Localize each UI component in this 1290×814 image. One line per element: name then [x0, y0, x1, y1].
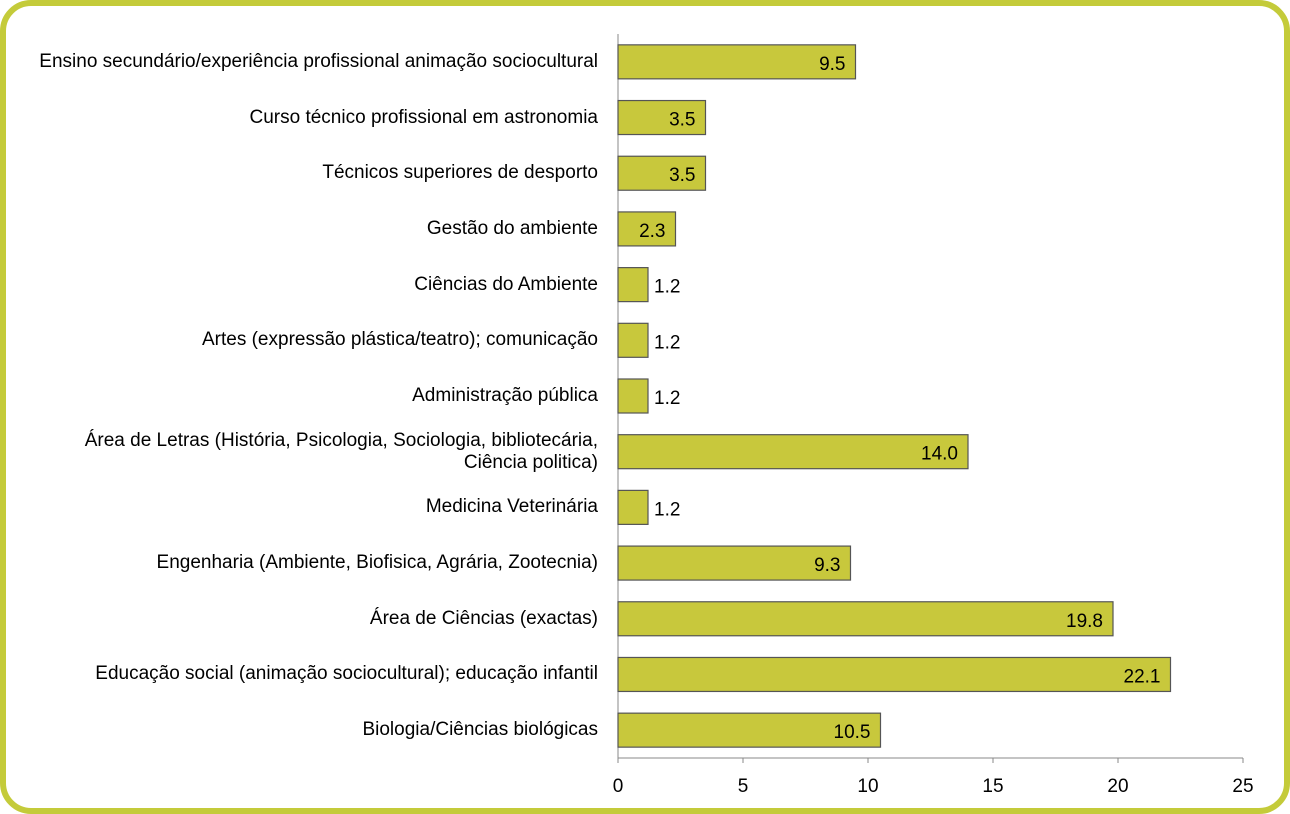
- x-tick-label: 15: [982, 776, 1003, 797]
- data-label: 1.2: [654, 277, 680, 298]
- y-tick-label: Medicina Veterinária: [425, 496, 598, 518]
- data-label: 9.5: [819, 54, 845, 75]
- bar: [617, 155, 707, 191]
- data-label: 10.5: [834, 722, 871, 743]
- y-tick-label: Educação social (animação sociocultural)…: [95, 663, 598, 685]
- bar: [617, 378, 649, 414]
- data-label: 22.1: [1124, 666, 1161, 687]
- bar: [617, 211, 677, 247]
- data-label: 1.2: [654, 332, 680, 353]
- bar: [617, 712, 882, 748]
- y-tick-label: Gestão do ambiente: [426, 217, 598, 239]
- bar: [617, 656, 1172, 693]
- bar: [617, 322, 649, 358]
- x-tick-label: 20: [1107, 776, 1128, 797]
- bar: [617, 44, 857, 80]
- data-label: 2.3: [639, 221, 665, 242]
- y-tick-label: Ensino secundário/experiência profission…: [39, 50, 598, 72]
- y-tick-label: Artes (expressão plástica/teatro); comun…: [201, 329, 598, 351]
- y-tick-label: Área de Ciências (exactas): [369, 607, 598, 629]
- x-tick-label: 5: [738, 776, 749, 797]
- bar: [617, 489, 649, 525]
- data-label: 1.2: [654, 388, 680, 409]
- x-tick-label: 0: [613, 776, 624, 797]
- y-tick-label: Técnicos superiores de desporto: [322, 162, 598, 184]
- data-label: 3.5: [669, 110, 695, 131]
- bar: [617, 545, 852, 581]
- x-tick-label: 10: [857, 776, 878, 797]
- data-label: 9.3: [814, 555, 840, 576]
- y-tick-label: Área de Letras (História, Psicologia, So…: [84, 429, 598, 473]
- y-tick-label: Biologia/Ciências biológicas: [362, 719, 598, 741]
- data-label: 1.2: [654, 499, 680, 520]
- data-label: 14.0: [921, 444, 958, 465]
- y-tick-label: Ciências do Ambiente: [414, 273, 598, 295]
- bar: [617, 99, 707, 136]
- data-label: 19.8: [1066, 611, 1103, 632]
- y-tick-label: Engenharia (Ambiente, Biofisica, Agrária…: [156, 552, 598, 574]
- x-tick-label: 25: [1232, 776, 1253, 797]
- bar: [617, 601, 1114, 637]
- y-tick-label: Administração pública: [412, 384, 598, 406]
- y-tick-label: Curso técnico profissional em astronomia: [249, 106, 599, 128]
- data-label: 3.5: [669, 165, 695, 186]
- bar: [617, 267, 649, 303]
- bar: [617, 434, 969, 470]
